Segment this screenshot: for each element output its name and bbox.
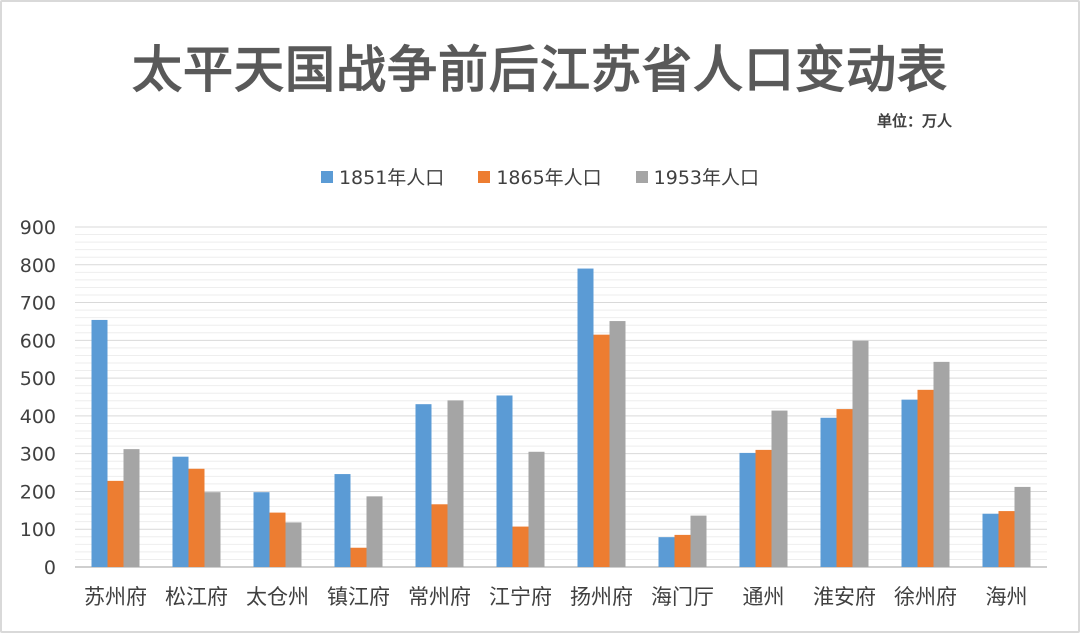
x-tick-label: 海州 — [986, 585, 1028, 609]
x-tick-label: 海门厅 — [651, 585, 714, 609]
x-tick-label: 松江府 — [165, 585, 228, 609]
bar-1865 — [350, 547, 367, 567]
y-tick-label: 200 — [20, 481, 56, 503]
legend-swatch-1851 — [320, 170, 333, 183]
y-tick-label: 700 — [20, 293, 56, 315]
bar-1953 — [528, 451, 545, 567]
bar-1851 — [334, 474, 351, 567]
bar-1953 — [690, 515, 707, 567]
bar-1851 — [91, 319, 108, 567]
y-tick-label: 0 — [44, 557, 56, 579]
bar-1953 — [1014, 486, 1031, 567]
bar-1851 — [496, 395, 513, 567]
bar-1865 — [431, 504, 448, 567]
x-tick-label: 太仓州 — [246, 585, 309, 609]
bar-1851 — [172, 456, 189, 567]
bar-1953 — [933, 361, 950, 567]
bar-1865 — [917, 389, 934, 567]
y-tick-label: 300 — [20, 444, 56, 466]
legend-item-1953: 1953年人口 — [635, 163, 760, 190]
bar-1953 — [366, 496, 383, 567]
bar-1851 — [658, 537, 675, 567]
legend-swatch-1953 — [635, 170, 648, 183]
x-tick-label: 镇江府 — [327, 585, 390, 609]
y-tick-label: 400 — [20, 406, 56, 428]
bar-1865 — [512, 526, 529, 567]
unit-note: 单位：万人 — [876, 112, 952, 130]
bar-1865 — [107, 480, 124, 567]
bar-1953 — [204, 492, 221, 567]
legend-item-1865: 1865年人口 — [478, 163, 602, 190]
bar-1865 — [998, 511, 1015, 567]
bar-1953 — [771, 410, 788, 567]
y-tick-label: 500 — [20, 368, 56, 390]
x-tick-label: 通州 — [743, 585, 785, 609]
legend: 1851年人口 1865年人口 1953年人口 — [0, 163, 1080, 190]
bar-1865 — [836, 409, 853, 567]
bar-1865 — [269, 512, 286, 567]
legend-item-1851: 1851年人口 — [320, 163, 445, 190]
bar-1865 — [593, 334, 610, 567]
bar-1953 — [285, 522, 302, 567]
x-tick-label: 徐州府 — [894, 585, 957, 609]
x-tick-label: 常州府 — [408, 585, 471, 609]
y-tick-label: 800 — [20, 255, 56, 277]
bar-1953 — [852, 340, 869, 567]
x-tick-label: 淮安府 — [813, 585, 876, 609]
y-tick-label: 900 — [20, 217, 56, 239]
bar-1953 — [609, 321, 626, 567]
bar-1851 — [253, 492, 270, 567]
bar-1851 — [739, 452, 756, 567]
legend-swatch-1865 — [478, 170, 491, 183]
bar-1851 — [415, 404, 432, 567]
y-tick-label: 100 — [20, 519, 56, 541]
bar-1865 — [755, 449, 772, 567]
x-tick-label: 苏州府 — [84, 585, 147, 609]
legend-label-1865: 1865年人口 — [496, 167, 602, 189]
bar-1851 — [901, 399, 918, 567]
x-tick-label: 江宁府 — [489, 585, 552, 609]
x-tick-label: 扬州府 — [570, 585, 633, 609]
bar-1953 — [447, 400, 464, 567]
bar-1851 — [577, 268, 594, 567]
bar-1865 — [674, 534, 691, 567]
y-tick-label: 600 — [20, 330, 56, 352]
bar-1851 — [820, 417, 837, 567]
legend-label-1851: 1851年人口 — [338, 167, 445, 189]
bar-1865 — [188, 468, 205, 567]
chart-title: 太平天国战争前后江苏省人口变动表 — [132, 41, 948, 99]
bar-1851 — [982, 513, 999, 567]
bar-1953 — [123, 449, 140, 567]
legend-label-1953: 1953年人口 — [653, 167, 760, 189]
